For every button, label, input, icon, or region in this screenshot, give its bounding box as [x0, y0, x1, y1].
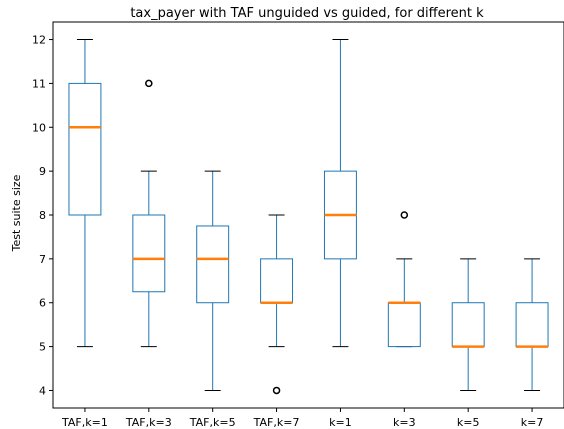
plot-area: 4 5 6 7 8 9 10 11 12 TAF,k=1 TAF,k=3 TAF,k=5 TAF,k=7…: [32, 21, 564, 429]
x-tick-label: TAF,k=1: [61, 416, 108, 429]
y-tick-label: 7: [39, 253, 46, 266]
y-tick-label: 9: [39, 165, 46, 178]
y-tick-label: 11: [32, 77, 46, 90]
outlier-point: [145, 79, 153, 88]
box-iqr: [68, 82, 102, 216]
x-tick-label: k=7: [521, 416, 544, 429]
y-tick-label: 4: [39, 384, 46, 397]
y-tick-label: 10: [32, 121, 46, 134]
y-axis-label: Test suite size: [10, 174, 23, 252]
y-tick-label: 12: [32, 34, 46, 47]
outlier-point: [400, 211, 409, 219]
chart-title: tax_payer with TAF unguided vs guided, f…: [130, 6, 484, 21]
box-iqr: [515, 302, 549, 348]
outlier-point: [272, 386, 281, 395]
box-iqr: [260, 258, 294, 304]
box-iqr: [196, 225, 230, 304]
x-tick-label: TAF,k=7: [253, 416, 300, 429]
box-iqr: [132, 214, 166, 293]
y-tick-label: 8: [39, 209, 46, 222]
y-tick-label: 5: [39, 341, 46, 354]
box-iqr: [387, 302, 421, 348]
box-iqr: [451, 302, 485, 348]
axes-frame: [52, 21, 564, 409]
y-tick-label: 6: [39, 297, 46, 310]
x-tick-label: k=3: [393, 416, 416, 429]
x-tick-label: k=5: [457, 416, 480, 429]
x-tick-label: k=1: [329, 416, 352, 429]
x-tick-label: TAF,k=5: [189, 416, 236, 429]
x-tick-label: TAF,k=3: [125, 416, 172, 429]
